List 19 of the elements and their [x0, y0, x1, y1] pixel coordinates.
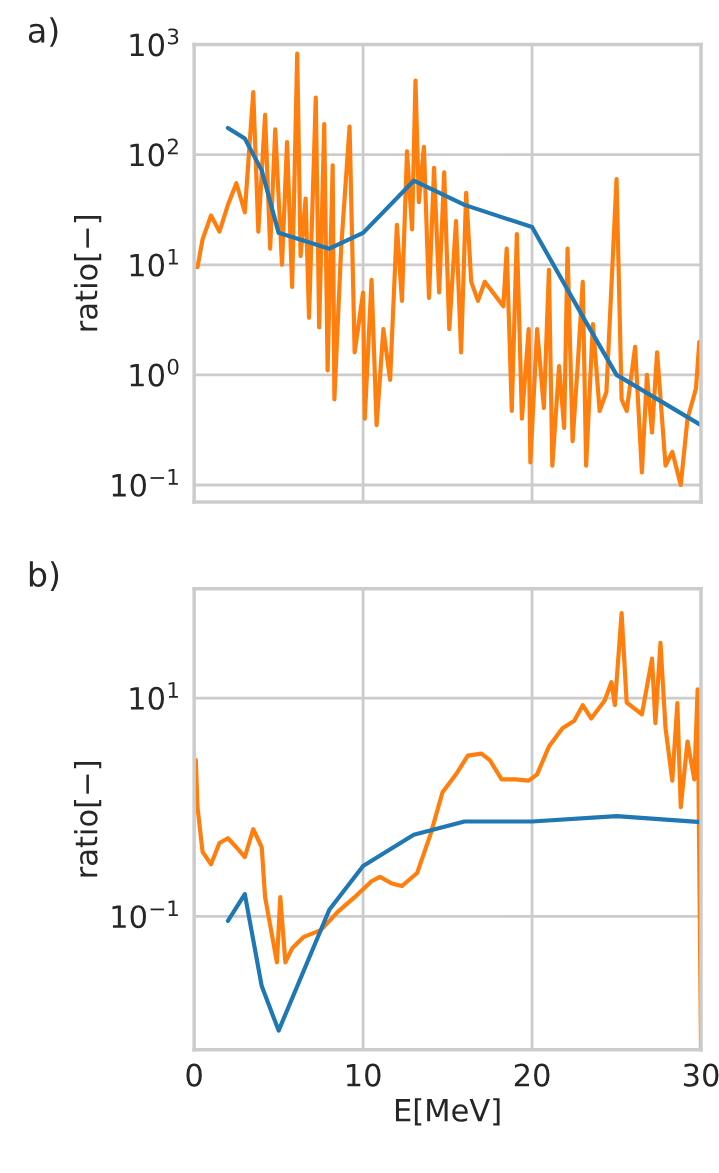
x-tick-label: 20 [514, 1063, 550, 1087]
x-tick-label: 0 [186, 1063, 202, 1087]
y-axis-title: ratio[−] [74, 215, 102, 331]
text: a) [28, 17, 58, 47]
y-axis-title: ratio[−] [74, 762, 102, 877]
x-tick-label: 10 [347, 1063, 381, 1087]
y-tick-label: 10$^{−1}$ [112, 900, 178, 929]
y-tick-label: 10$^{−1}$ [112, 469, 178, 497]
line-series [195, 51, 702, 488]
text: b) [29, 561, 59, 591]
y-tick-label: 10$^{2}$ [130, 138, 178, 167]
line-series [225, 813, 702, 1033]
line-series [225, 125, 702, 428]
y-tick-label: 10$^{0}$ [130, 358, 179, 387]
x-axis-title: E[MeV] [395, 1098, 500, 1126]
x-tick-label: 30 [683, 1063, 719, 1087]
y-tick-label: 10$^{1}$ [130, 248, 178, 277]
y-tick-label: 10$^{1}$ [130, 682, 178, 710]
y-tick-label: 10$^{3}$ [130, 28, 179, 57]
